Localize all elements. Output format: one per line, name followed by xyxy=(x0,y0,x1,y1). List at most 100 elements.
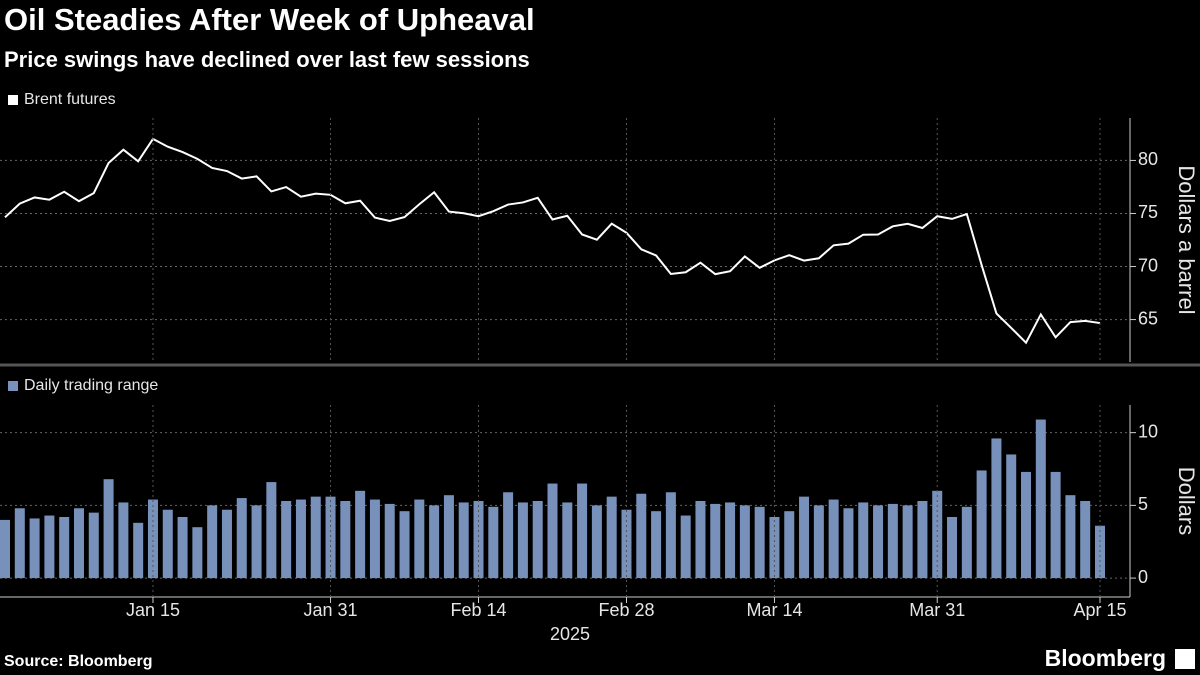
bar xyxy=(162,509,173,579)
bar xyxy=(636,493,647,579)
bar xyxy=(976,470,987,579)
y-tick-label: 70 xyxy=(1138,255,1158,275)
bar xyxy=(680,515,691,579)
bar xyxy=(251,505,262,579)
bar xyxy=(177,517,188,579)
bar xyxy=(266,482,277,579)
bar xyxy=(207,505,218,579)
bar xyxy=(133,522,144,579)
bar xyxy=(606,496,617,579)
bar xyxy=(562,502,573,579)
bar xyxy=(710,503,721,579)
bar xyxy=(236,498,247,579)
legend-label: Brent futures xyxy=(24,91,116,108)
bar xyxy=(192,527,203,579)
chart-title: Oil Steadies After Week of Upheaval xyxy=(4,2,535,37)
bar xyxy=(1065,495,1076,579)
bar xyxy=(651,511,662,579)
bar xyxy=(310,496,321,579)
bar xyxy=(991,438,1002,579)
bar xyxy=(695,501,706,579)
bar xyxy=(88,512,99,579)
brand-icon xyxy=(1175,649,1195,669)
y-tick-label: 5 xyxy=(1138,494,1148,514)
bar xyxy=(118,502,129,579)
bar xyxy=(103,479,114,579)
bar xyxy=(473,501,484,579)
x-tick-label: Feb 14 xyxy=(450,600,506,620)
bar xyxy=(932,490,943,579)
legend-swatch xyxy=(8,95,18,105)
x-tick-label: Mar 31 xyxy=(909,600,965,620)
bar xyxy=(843,508,854,579)
bar xyxy=(813,505,824,579)
bar xyxy=(858,502,869,579)
bar xyxy=(665,492,676,579)
bar xyxy=(44,515,55,579)
bar xyxy=(488,506,499,579)
legend-swatch xyxy=(8,381,18,391)
bar xyxy=(591,505,602,579)
bar xyxy=(325,496,336,579)
bar xyxy=(29,518,40,579)
bar xyxy=(503,492,514,579)
x-axis-label: 2025 xyxy=(550,624,590,644)
bar xyxy=(458,502,469,579)
bar xyxy=(828,499,839,579)
legend-label: Daily trading range xyxy=(24,377,158,394)
bar xyxy=(355,490,366,579)
bar xyxy=(769,517,780,579)
line xyxy=(4,137,1101,345)
bar xyxy=(621,509,632,579)
source: Source: Bloomberg xyxy=(4,653,152,670)
bar xyxy=(1080,501,1091,579)
bar xyxy=(1050,471,1061,579)
bar xyxy=(59,517,70,579)
y-tick-label: 80 xyxy=(1138,149,1158,169)
bar xyxy=(0,519,10,579)
bar xyxy=(1021,471,1032,579)
bar xyxy=(369,499,380,579)
bar xyxy=(414,499,425,579)
bar xyxy=(784,511,795,579)
y-axis-label: Dollars xyxy=(1174,467,1199,535)
bar xyxy=(281,501,292,579)
bar xyxy=(1006,454,1017,579)
bar xyxy=(399,511,410,579)
bar xyxy=(902,505,913,579)
bar xyxy=(547,483,558,579)
bar xyxy=(961,506,972,579)
bar xyxy=(739,505,750,579)
bar xyxy=(384,503,395,579)
bar xyxy=(577,483,588,579)
y-tick-label: 10 xyxy=(1138,421,1158,441)
bar xyxy=(73,508,84,579)
bar xyxy=(517,502,528,579)
bar xyxy=(725,502,736,579)
y-tick-label: 75 xyxy=(1138,202,1158,222)
bar xyxy=(221,509,232,579)
bar xyxy=(754,506,765,579)
bar xyxy=(532,501,543,579)
x-tick-label: Jan 15 xyxy=(126,600,180,620)
x-tick-label: Feb 28 xyxy=(598,600,654,620)
y-tick-label: 65 xyxy=(1138,308,1158,328)
bar xyxy=(917,501,928,579)
x-tick-label: Apr 15 xyxy=(1073,600,1126,620)
bar xyxy=(887,503,898,579)
bar xyxy=(443,495,454,579)
bar xyxy=(147,499,158,579)
x-tick-label: Jan 31 xyxy=(304,600,358,620)
bar xyxy=(1035,419,1046,579)
chart-subtitle: Price swings have declined over last few… xyxy=(4,47,530,72)
bar xyxy=(429,505,440,579)
x-tick-label: Mar 14 xyxy=(746,600,802,620)
bar xyxy=(947,517,958,579)
bar xyxy=(873,505,884,579)
bar xyxy=(340,501,351,579)
y-tick-label: 0 xyxy=(1138,567,1148,587)
bar xyxy=(295,499,306,579)
bar xyxy=(799,496,810,579)
y-axis-label: Dollars a barrel xyxy=(1174,165,1199,314)
brand: Bloomberg xyxy=(1045,645,1166,671)
